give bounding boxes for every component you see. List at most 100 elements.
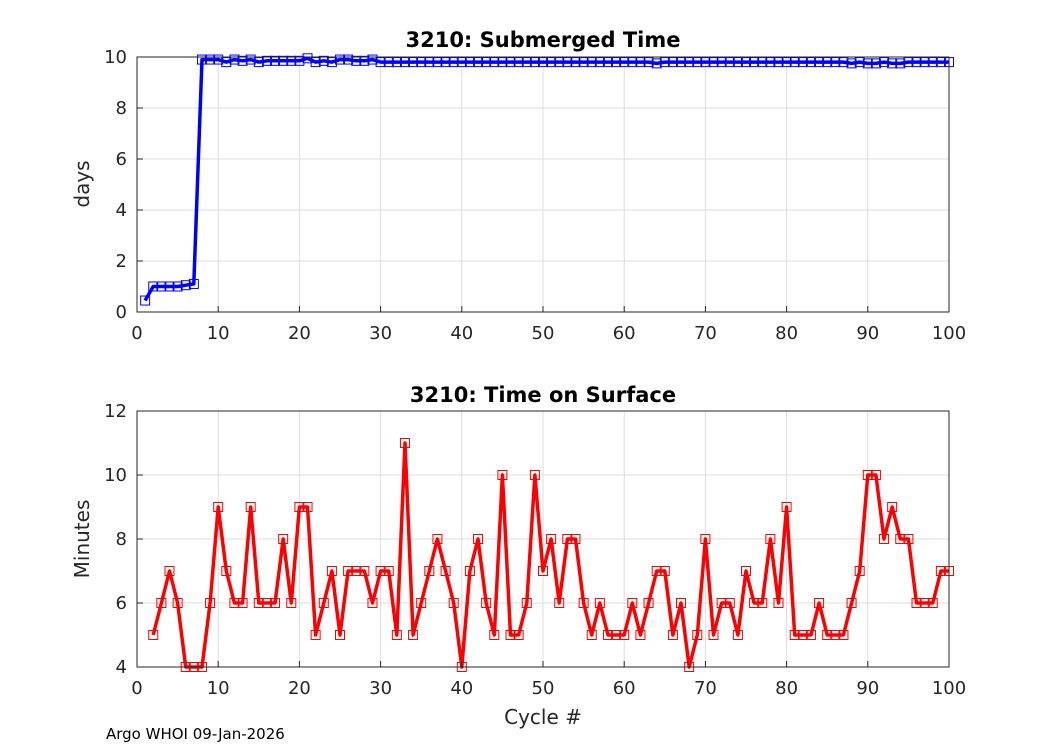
bottom-data-point: [310, 630, 321, 640]
bottom-data-point: [205, 598, 216, 608]
bottom-data-point: [253, 598, 264, 608]
bottom-data-point: [513, 630, 524, 640]
top-data-point: [773, 57, 784, 68]
top-data-point: [895, 58, 906, 69]
top-data-point: [562, 57, 573, 68]
top-data-point: [383, 57, 394, 68]
bottom-data-point: [481, 598, 492, 608]
top-data-point: [456, 57, 467, 68]
bottom-data-point: [911, 598, 922, 608]
top-ytick-label: 10: [104, 47, 127, 68]
bottom-data-point: [578, 598, 589, 608]
bottom-xtick-label: 60: [613, 678, 636, 699]
bottom-data-point: [245, 502, 256, 512]
bottom-data-point: [692, 630, 703, 640]
top-data-point: [424, 57, 435, 68]
top-data-point: [879, 57, 890, 68]
top-data-point: [789, 57, 800, 68]
bottom-data-point: [805, 630, 816, 640]
top-data-point: [310, 57, 321, 68]
top-ytick-label: 0: [116, 302, 127, 323]
bottom-data-point: [797, 630, 808, 640]
bottom-chart-title: 3210: Time on Surface: [410, 383, 676, 407]
top-data-point: [822, 57, 833, 68]
top-data-point: [164, 281, 175, 292]
top-data-point: [205, 54, 216, 65]
bottom-data-point: [440, 566, 451, 576]
bottom-data-point: [838, 630, 849, 640]
bottom-data-point: [708, 630, 719, 640]
top-y-axis-label: days: [70, 160, 94, 207]
bottom-data-point: [602, 630, 613, 640]
top-data-point: [684, 57, 695, 68]
top-data-point: [278, 55, 289, 66]
bottom-data-point: [700, 534, 711, 544]
top-ytick-label: 4: [116, 200, 127, 221]
top-ytick-label: 2: [116, 251, 127, 272]
top-data-point: [781, 57, 792, 68]
top-data-point: [148, 281, 159, 292]
surface-time-chart: 0 10 20 30 40 50 60 70 80 90 100 4 6 8 10 12 3210: Time…: [70, 383, 966, 729]
top-data-point: [927, 57, 938, 68]
top-data-point: [797, 57, 808, 68]
top-data-point: [343, 54, 354, 65]
bottom-data-point: [391, 630, 402, 640]
top-data-point: [180, 280, 191, 291]
top-data-point: [399, 57, 410, 68]
bottom-ytick-label: 4: [116, 657, 127, 678]
bottom-xtick-label: 10: [207, 678, 230, 699]
top-data-point: [261, 55, 272, 66]
top-data-point: [741, 57, 751, 68]
top-data-point: [497, 57, 508, 68]
bottom-data-point: [229, 598, 240, 608]
bottom-data-point: [927, 598, 938, 608]
top-data-point: [464, 57, 475, 68]
bottom-xtick-label: 70: [694, 678, 717, 699]
bottom-data-point: [724, 598, 735, 608]
top-data-point: [408, 57, 419, 68]
bottom-data-point: [164, 566, 175, 576]
top-data-point: [846, 58, 857, 69]
top-data-point: [481, 57, 492, 68]
bottom-data-point: [627, 598, 638, 608]
bottom-data-point: [521, 598, 532, 608]
top-ytick-label: 6: [116, 149, 127, 170]
top-data-point: [245, 54, 256, 65]
bottom-data-point: [879, 534, 890, 544]
bottom-data-point: [586, 630, 597, 640]
bottom-data-point: [172, 598, 183, 608]
bottom-xtick-label: 100: [932, 678, 966, 699]
top-data-point: [554, 57, 565, 68]
bottom-data-point: [651, 566, 662, 576]
bottom-data-point: [538, 566, 548, 576]
bottom-data-point: [399, 438, 410, 448]
top-data-point: [440, 57, 451, 68]
bottom-data-point: [643, 598, 654, 608]
bottom-data-point: [822, 630, 833, 640]
bottom-data-point: [237, 598, 248, 608]
bottom-data-point: [529, 470, 540, 480]
top-data-point: [521, 57, 532, 68]
top-xtick-label: 70: [694, 323, 717, 344]
top-data-point: [887, 58, 898, 69]
top-data-point: [213, 54, 224, 65]
top-data-point: [911, 57, 922, 68]
bottom-ytick-label: 8: [116, 529, 127, 550]
top-data-point: [700, 57, 711, 68]
top-data-point: [667, 57, 678, 68]
top-data-point: [643, 57, 654, 68]
top-data-point: [302, 53, 313, 64]
bottom-data-point: [489, 630, 500, 640]
bottom-data-point: [659, 566, 670, 576]
top-data-point: [814, 57, 825, 68]
bottom-xtick-label: 30: [369, 678, 392, 699]
top-xtick-label: 20: [288, 323, 311, 344]
bottom-data-point: [854, 566, 865, 576]
bottom-data-point: [497, 470, 508, 480]
bottom-data-point: [919, 598, 930, 608]
top-data-point: [351, 55, 362, 66]
top-xtick-label: 80: [775, 323, 798, 344]
top-data-point: [716, 57, 727, 68]
top-xtick-label: 90: [856, 323, 879, 344]
